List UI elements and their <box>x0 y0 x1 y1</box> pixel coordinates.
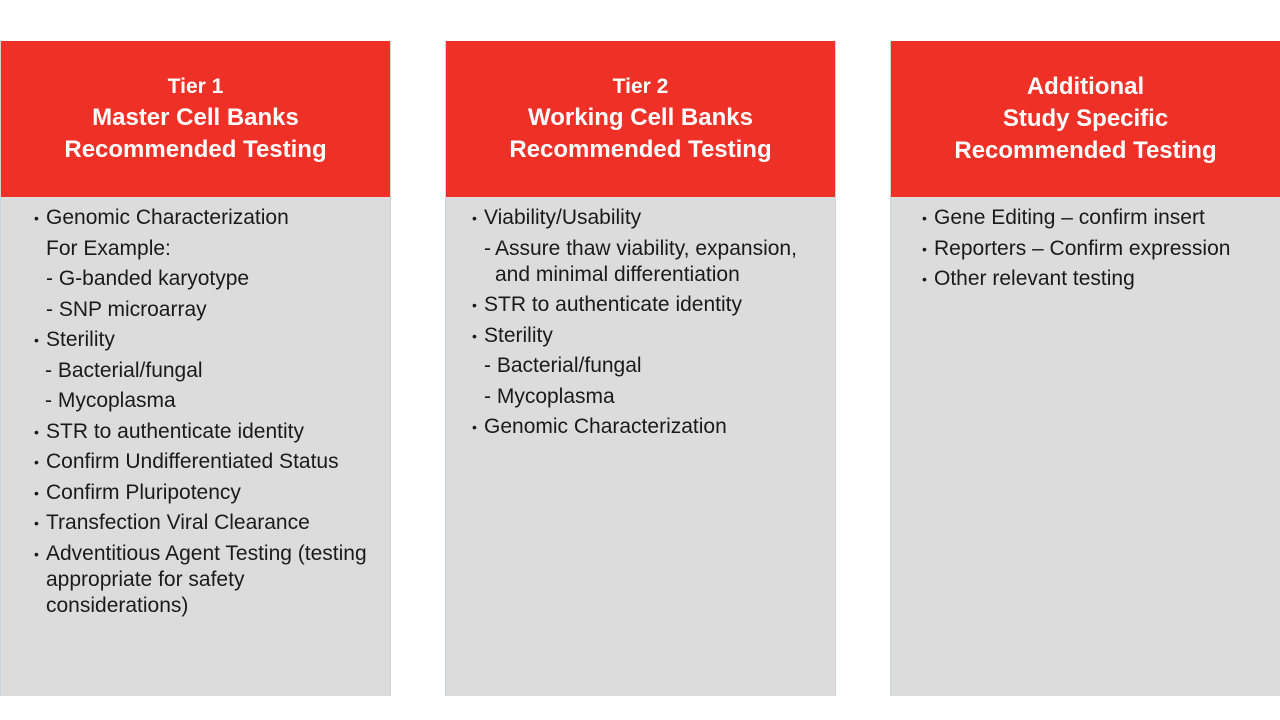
tier2-header: Tier 2 Working Cell Banks Recommended Te… <box>446 41 835 197</box>
list-item: • Gene Editing – confirm insert <box>891 205 1280 236</box>
list-item: • Viability/Usability <box>446 205 835 236</box>
list-item-text: Other relevant testing <box>934 267 1135 290</box>
list-item: • Other relevant testing <box>891 266 1280 297</box>
tier2-panel: Tier 2 Working Cell Banks Recommended Te… <box>445 41 836 696</box>
list-item: For Example: <box>1 236 390 267</box>
list-item: - Mycoplasma <box>1 388 390 419</box>
list-item-text: Sterility <box>46 328 115 351</box>
tier2-title: Tier 2 <box>612 75 669 98</box>
list-item-text: Reporters – Confirm expression <box>934 236 1231 260</box>
additional-subtitle: Study Specific <box>1002 105 1169 132</box>
tier1-caption: Recommended Testing <box>64 136 327 163</box>
list-item: • Reporters – Confirm expression <box>891 236 1280 267</box>
list-item-text: Assure thaw viability, expansion, and mi… <box>495 236 797 286</box>
tier1-list: • Genomic Characterization For Example: - G… <box>1 197 390 623</box>
list-item: • Confirm Pluripotency <box>1 480 390 511</box>
dash-icon: - <box>484 236 491 260</box>
tier2-subtitle: Working Cell Banks <box>528 104 753 131</box>
list-item: • Confirm Undifferentiated Status <box>1 449 390 480</box>
list-item: • Genomic Characterization <box>1 205 390 236</box>
bullet-icon: • <box>922 240 927 257</box>
list-item: • STR to authenticate identity <box>446 292 835 323</box>
list-item: • Transfection Viral Clearance <box>1 510 390 541</box>
list-item-text: - G-banded karyotype <box>46 267 250 290</box>
bullet-icon: • <box>34 210 39 226</box>
list-item-text: STR to authenticate identity <box>484 293 742 316</box>
list-item-text: Confirm Pluripotency <box>46 480 241 504</box>
list-item-text: - Bacterial/fungal <box>45 358 203 382</box>
additional-list: • Gene Editing – confirm insert • Reporters… <box>891 197 1280 297</box>
list-item: - Assure thaw viability, expansion, and m… <box>446 236 835 293</box>
additional-caption: Recommended Testing <box>954 137 1217 164</box>
list-item-text: - SNP microarray <box>46 297 207 321</box>
bullet-icon: • <box>472 297 477 313</box>
list-item-text: Sterility <box>484 323 553 347</box>
list-item: - G-banded karyotype <box>1 266 390 297</box>
list-item: • Adventitious Agent Testing (testing app… <box>1 541 390 624</box>
list-item: - Bacterial/fungal <box>1 358 390 389</box>
additional-title: Additional <box>1026 73 1145 100</box>
bullet-icon: • <box>34 454 39 470</box>
tier1-title: Tier 1 <box>167 75 224 98</box>
bullet-icon: • <box>34 484 39 501</box>
tier1-subtitle: Master Cell Banks <box>92 104 299 131</box>
list-item-text: - Bacterial/fungal <box>484 354 642 377</box>
list-item: • Sterility <box>446 323 835 354</box>
additional-panel: Additional Study Specific Recommended Te… <box>890 41 1280 696</box>
tier2-list: • Viability/Usability - Assure thaw viabili… <box>446 197 835 445</box>
bullet-icon: • <box>34 423 39 440</box>
list-item-text: - Mycoplasma <box>45 389 176 412</box>
bullet-icon: • <box>472 419 477 435</box>
list-item: • STR to authenticate identity <box>1 419 390 450</box>
list-item-text: Adventitious Agent Testing (testing appr… <box>46 541 367 617</box>
list-item-text: For Example: <box>46 236 171 260</box>
bullet-icon: • <box>472 327 477 344</box>
list-item: - Mycoplasma <box>446 384 835 415</box>
list-item-text: Viability/Usability <box>484 206 642 229</box>
list-item: - Bacterial/fungal <box>446 353 835 384</box>
list-item-text: Genomic Characterization <box>46 206 289 229</box>
list-item-text: Transfection Viral Clearance <box>46 511 310 534</box>
list-item-text: STR to authenticate identity <box>46 419 304 443</box>
list-item: • Sterility <box>1 327 390 358</box>
bullet-icon: • <box>922 271 927 287</box>
list-item-text: Genomic Characterization <box>484 415 727 438</box>
bullet-icon: • <box>922 210 927 226</box>
bullet-icon: • <box>472 210 477 226</box>
tier2-caption: Recommended Testing <box>509 136 772 163</box>
tier1-panel: Tier 1 Master Cell Banks Recommended Tes… <box>0 41 391 696</box>
additional-header: Additional Study Specific Recommended Te… <box>891 41 1280 197</box>
list-item-text: Confirm Undifferentiated Status <box>46 450 339 473</box>
bullet-icon: • <box>34 332 39 348</box>
list-item: • Genomic Characterization <box>446 414 835 445</box>
list-item: - SNP microarray <box>1 297 390 328</box>
bullet-icon: • <box>34 515 39 531</box>
list-item-text: Gene Editing – confirm insert <box>934 206 1205 229</box>
bullet-icon: • <box>34 545 39 562</box>
tier1-header: Tier 1 Master Cell Banks Recommended Tes… <box>1 41 390 197</box>
list-item-text: - Mycoplasma <box>484 384 615 408</box>
